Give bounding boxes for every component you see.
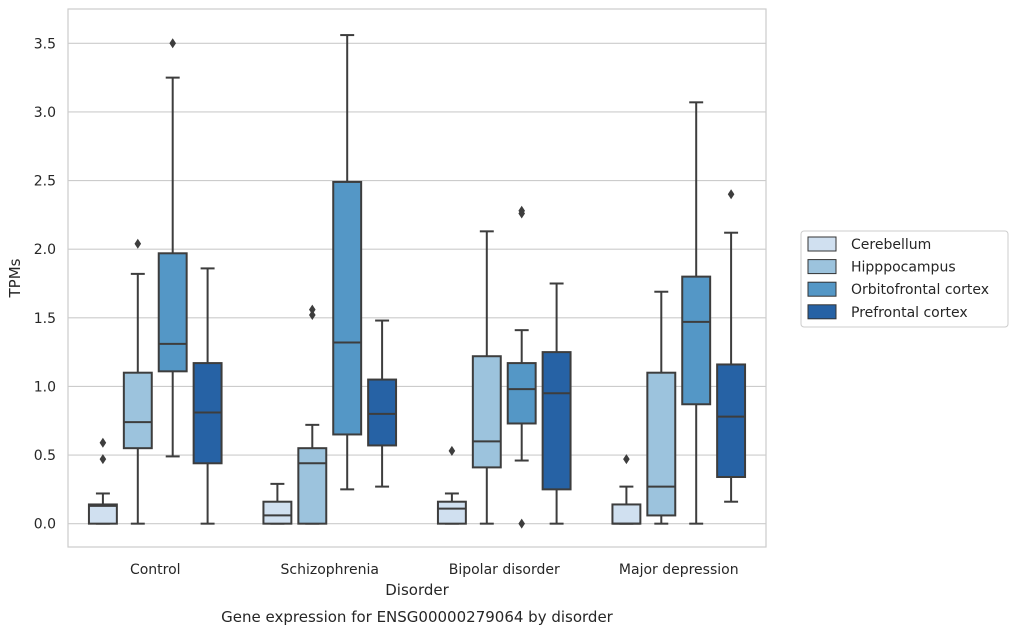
box-body [716, 363, 747, 479]
box-3-0 [192, 267, 223, 525]
box-0-3 [611, 454, 642, 525]
box-0-1 [262, 482, 293, 525]
box-body [611, 503, 642, 525]
outlier-point [623, 454, 630, 465]
outlier-point [448, 445, 456, 456]
box-0-2 [436, 445, 467, 525]
box-body [681, 275, 712, 406]
chart-caption: Gene expression for ENSG00000279064 by d… [221, 608, 614, 626]
outlier-point [309, 304, 316, 315]
box-body [332, 180, 363, 436]
legend: Cerebellum Hipppocampus Orbitofrontal cort… [800, 230, 1009, 328]
y-tick-label: 3.0 [34, 105, 56, 121]
box-2-0 [157, 38, 188, 458]
outlier-point [99, 454, 107, 465]
y-tick-label: 3.5 [34, 36, 56, 52]
outlier-point [518, 518, 525, 529]
box-3-3 [716, 189, 747, 503]
plot-frame [67, 8, 767, 548]
x-tick-label: Major depression [619, 562, 739, 578]
y-tick-label: 1.0 [34, 379, 56, 395]
legend-swatch [807, 236, 837, 252]
box-body [262, 500, 293, 525]
box-body [367, 378, 398, 447]
legend-label: Orbitofrontal cortex [851, 282, 989, 298]
y-axis-label: TPMs [6, 258, 24, 298]
x-axis-label: Disorder [385, 581, 449, 599]
box-body [646, 371, 677, 517]
outlier-point [727, 189, 735, 200]
box-1-2 [471, 230, 502, 525]
x-tick-labels: Control Schizophrenia Bipolar disorder Majo… [130, 562, 739, 578]
x-tick-label: Bipolar disorder [449, 562, 560, 578]
box-body [471, 355, 502, 469]
y-tick-label: 2.0 [34, 242, 56, 258]
y-tick-label: 0.5 [34, 448, 56, 464]
outlier-point [518, 205, 525, 216]
box-2-3 [681, 101, 712, 525]
y-tick-label: 1.5 [34, 311, 56, 327]
legend-label: Cerebellum [851, 237, 931, 253]
legend-label: Prefrontal cortex [851, 305, 968, 321]
box-body [297, 447, 328, 525]
outlier-point [134, 238, 142, 249]
outlier-point [309, 310, 316, 321]
box-1-0 [122, 238, 153, 525]
legend-frame [800, 230, 1009, 328]
box-1-3 [646, 290, 677, 525]
legend-swatch [807, 259, 837, 275]
box-body [157, 252, 188, 373]
box-body [122, 371, 153, 450]
box-3-2 [541, 282, 572, 525]
box-body [506, 362, 537, 425]
legend-label: Hipppocampus [851, 260, 956, 276]
boxes [87, 34, 747, 529]
x-tick-label: Control [130, 562, 181, 578]
box-3-1 [367, 319, 398, 488]
y-tick-labels: 0.0 0.5 1.0 1.5 2.0 2.5 3.0 3.5 [34, 36, 56, 532]
y-tick-label: 2.5 [34, 174, 56, 190]
legend-swatch [807, 304, 837, 320]
box-body [541, 351, 572, 491]
outlier-point [99, 437, 107, 448]
box-1-1 [297, 304, 328, 525]
box-2-1 [332, 34, 363, 491]
box-0-0 [87, 437, 118, 525]
box-body [436, 500, 467, 525]
box-2-2 [506, 205, 537, 529]
legend-swatch [807, 281, 837, 297]
outlier-point [169, 38, 176, 49]
box-body [87, 503, 118, 525]
x-tick-label: Schizophrenia [281, 562, 379, 578]
y-tick-label: 0.0 [34, 517, 56, 533]
